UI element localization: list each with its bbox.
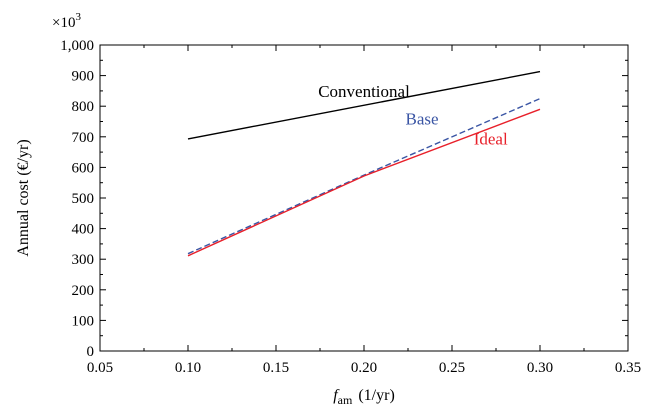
x-tick-label: 0.05 (87, 360, 113, 376)
y-tick-label: 1,000 (60, 38, 94, 54)
x-axis-subscript: am (338, 393, 353, 407)
y-tick-label: 900 (72, 69, 95, 85)
series-label-ideal: Ideal (474, 129, 508, 148)
x-tick-label: 0.20 (351, 360, 377, 376)
series-line-conventional (187, 70, 541, 140)
y-tick-label: 700 (72, 130, 95, 146)
series-label-conventional: Conventional (318, 82, 410, 101)
series-labels: Conventional Base Ideal (318, 82, 508, 148)
x-axis-symbol: f (333, 387, 340, 404)
y-multiplier: ×103 (52, 11, 81, 31)
x-tick-label: 0.25 (439, 360, 465, 376)
x-tick-label: 0.35 (615, 360, 641, 376)
series-line-ideal (187, 108, 541, 257)
x-axis-units: (1/yr) (358, 387, 394, 404)
x-tick-labels: 0.05 0.10 0.15 0.20 0.25 0.30 0.35 (87, 360, 641, 376)
x-tick-label: 0.10 (175, 360, 201, 376)
y-tick-label: 800 (72, 99, 95, 115)
axis-ticks (99, 44, 629, 352)
series-lines (187, 70, 541, 257)
y-multiplier-exponent: 3 (75, 11, 81, 23)
x-tick-label: 0.15 (263, 360, 289, 376)
series-line-base (187, 97, 541, 255)
y-axis-title: Annual cost (€/yr) (15, 139, 32, 256)
x-axis-title: fam (1/yr) (333, 387, 395, 407)
y-tick-labels: 0 100 200 300 400 500 600 700 800 900 1,000 (60, 38, 94, 360)
x-tick-label: 0.30 (527, 360, 553, 376)
y-tick-label: 0 (87, 344, 95, 360)
series-label-base: Base (406, 110, 439, 129)
y-tick-label: 400 (72, 222, 95, 238)
y-tick-label: 300 (72, 252, 95, 268)
y-tick-label: 100 (72, 313, 95, 329)
y-tick-label: 200 (72, 283, 95, 299)
y-tick-label: 500 (72, 191, 95, 207)
y-tick-label: 600 (72, 160, 95, 176)
